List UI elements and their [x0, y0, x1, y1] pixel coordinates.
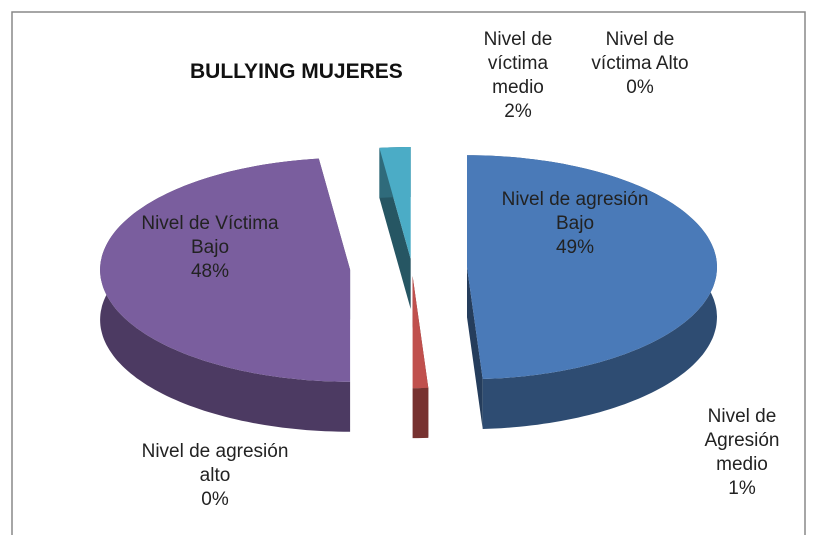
chart-title: BULLYING MUJERES: [190, 60, 403, 83]
data-label: Nivel de víctima Alto 0%: [575, 28, 705, 100]
slice: [467, 155, 717, 379]
slice: [100, 158, 351, 382]
data-label: Nivel de víctima medio 2%: [473, 28, 563, 124]
category-label: Nivel de víctima Alto: [591, 29, 689, 74]
category-label: Nivel de Víctima Bajo: [141, 213, 279, 258]
chart-border: [11, 11, 806, 535]
value-label: 0%: [626, 77, 654, 98]
data-label: Nivel de agresión Bajo 49%: [490, 188, 660, 260]
slice: [379, 147, 411, 259]
slice: [412, 276, 429, 389]
category-label: Nivel de víctima medio: [483, 29, 553, 98]
value-label: 1%: [728, 478, 756, 499]
data-label: Nivel de Agresión medio 1%: [687, 405, 797, 501]
category-label: Nivel de Agresión medio: [704, 406, 780, 475]
slice-side: [412, 387, 429, 439]
data-label: Nivel de Víctima Bajo 48%: [135, 212, 285, 284]
data-label: Nivel de agresión alto 0%: [135, 440, 295, 512]
category-label: Nivel de agresión alto: [141, 441, 289, 486]
slice-cut-face: [467, 267, 483, 429]
category-label: Nivel de agresión Bajo: [501, 189, 649, 234]
value-label: 49%: [555, 237, 595, 258]
value-label: 0%: [201, 489, 229, 510]
value-label: 2%: [504, 101, 532, 122]
value-label: 48%: [190, 261, 230, 282]
